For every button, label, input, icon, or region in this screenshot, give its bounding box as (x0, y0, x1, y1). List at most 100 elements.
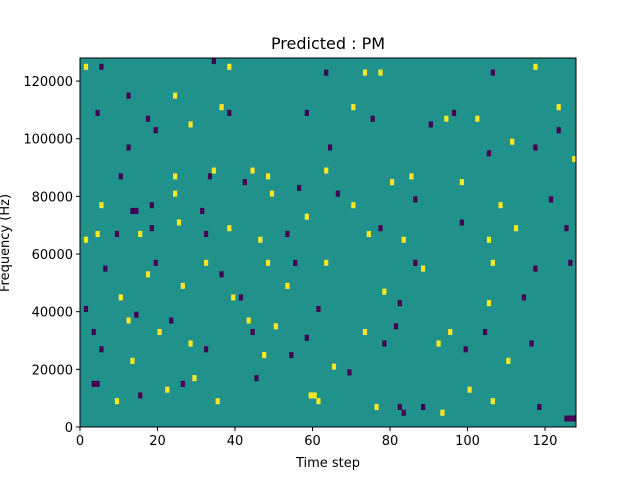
heatmap-cell-low (285, 230, 290, 238)
chart-title: Predicted : PM (271, 34, 385, 53)
heatmap-cell-low (459, 219, 464, 226)
x-tick-label: 60 (304, 434, 321, 449)
heatmap-cell-high (351, 202, 356, 209)
heatmap-cell-high (188, 121, 193, 128)
heatmap-cell-high (126, 317, 131, 324)
heatmap-cell-high (556, 104, 561, 111)
y-axis-label: Frequency (Hz) (0, 194, 13, 292)
heatmap-cell-high (459, 179, 464, 186)
y-tick-label: 40000 (32, 306, 73, 321)
heatmap-cell-low (521, 294, 526, 301)
heatmap-cell-high (498, 202, 503, 209)
heatmap-cell-high (138, 230, 143, 238)
heatmap-cell-high (351, 104, 356, 111)
heatmap-cell-low (134, 311, 139, 318)
heatmap-cell-high (215, 398, 220, 405)
heatmap-cell-low (118, 173, 123, 180)
heatmap-cell-low (548, 196, 554, 203)
heatmap-cell-high (266, 259, 271, 266)
heatmap-cell-high (176, 219, 182, 226)
heatmap-cell-high (211, 167, 216, 174)
heatmap-cell-low (370, 115, 375, 122)
heatmap-cell-high (83, 236, 89, 243)
heatmap-cell-high (250, 167, 255, 174)
heatmap-cell-high (331, 363, 337, 370)
heatmap-cell-low (483, 328, 488, 336)
heatmap-cell-low (153, 259, 158, 266)
heatmap-cell-high (219, 104, 224, 111)
heatmap-cell-low (126, 144, 131, 151)
heatmap-cell-high (99, 202, 104, 209)
heatmap-cell-high (258, 236, 263, 243)
plot-area (79, 57, 577, 428)
heatmap-cell-low (153, 127, 158, 134)
heatmap-cell-high (440, 409, 445, 416)
heatmap-cell-high (145, 271, 151, 278)
heatmap-cell-high (173, 173, 178, 180)
heatmap-cell-low (490, 69, 495, 76)
heatmap-cell-low (126, 92, 131, 99)
heatmap-cell-low (397, 300, 402, 307)
heatmap-cell-low (169, 317, 174, 324)
heatmap-cell-low (219, 271, 224, 278)
heatmap-cell-low (304, 109, 309, 116)
heatmap-cell-low (293, 259, 298, 266)
heatmap-cell-high (273, 323, 278, 330)
heatmap-cell-low (452, 109, 457, 116)
heatmap-cell-high (366, 230, 371, 238)
heatmap-cell-high (401, 236, 406, 243)
heatmap-cell-low (328, 144, 333, 151)
heatmap-cell-high (246, 317, 251, 324)
heatmap-cell-low (556, 127, 561, 134)
plot-frame (79, 57, 577, 428)
heatmap-cell-low (568, 259, 573, 266)
heatmap-cell-low (486, 150, 492, 157)
heatmap-cell-low (335, 190, 340, 197)
x-tick-label: 120 (533, 434, 558, 449)
heatmap-cell-high (510, 138, 515, 145)
heatmap-cell-high (514, 225, 519, 232)
heatmap-cell-high (409, 173, 414, 180)
heatmap-cell-high (490, 398, 495, 405)
heatmap-cell-low (533, 265, 538, 272)
heatmap-cell-high (83, 63, 89, 70)
y-tick-label: 100000 (23, 133, 73, 148)
heatmap-cell-low (83, 305, 89, 312)
x-tick-label: 20 (149, 434, 166, 449)
heatmap-cell-high (486, 236, 492, 243)
heatmap-cell-low (91, 380, 96, 387)
heatmap-cell-high (266, 173, 271, 180)
heatmap-cell-low (304, 334, 309, 341)
plot-background (80, 58, 576, 427)
heatmap-cell-low (289, 352, 294, 359)
heatmap-cell-high (448, 328, 453, 336)
heatmap-cell-low (393, 323, 399, 330)
heatmap-cell-low (134, 207, 139, 214)
heatmap-cell-low (95, 109, 100, 116)
heatmap-cell-high (304, 213, 309, 220)
heatmap-cell-high (262, 352, 267, 359)
heatmap-cell-low (91, 328, 96, 336)
heatmap-cell-low (180, 380, 185, 387)
heatmap-cell-high (362, 328, 368, 336)
heatmap-cell-high (312, 392, 317, 399)
heatmap-cell-low (421, 403, 426, 411)
heatmap-cell-low (250, 328, 255, 336)
heatmap-cell-high (324, 167, 329, 174)
x-tick-label: 40 (227, 434, 244, 449)
heatmap-cell-low (99, 346, 104, 353)
heatmap-cell-high (533, 63, 538, 70)
heatmap-cell-high (269, 190, 275, 197)
heatmap-cell-high (95, 230, 100, 238)
heatmap-cell-low (297, 184, 302, 191)
heatmap-cell-low (103, 265, 108, 272)
heatmap-cell-high (192, 375, 197, 382)
y-tick-label: 20000 (32, 363, 73, 378)
heatmap-cell-low (564, 225, 569, 232)
heatmap-cell-low (324, 69, 329, 76)
heatmap-cell-low (99, 63, 104, 70)
heatmap-cell-low (463, 346, 468, 353)
x-tick-label: 100 (455, 434, 480, 449)
heatmap-cell-low (568, 415, 573, 422)
y-axis-ticks: 0 20000 40000 60000 80000 100000 120000 (23, 75, 80, 436)
